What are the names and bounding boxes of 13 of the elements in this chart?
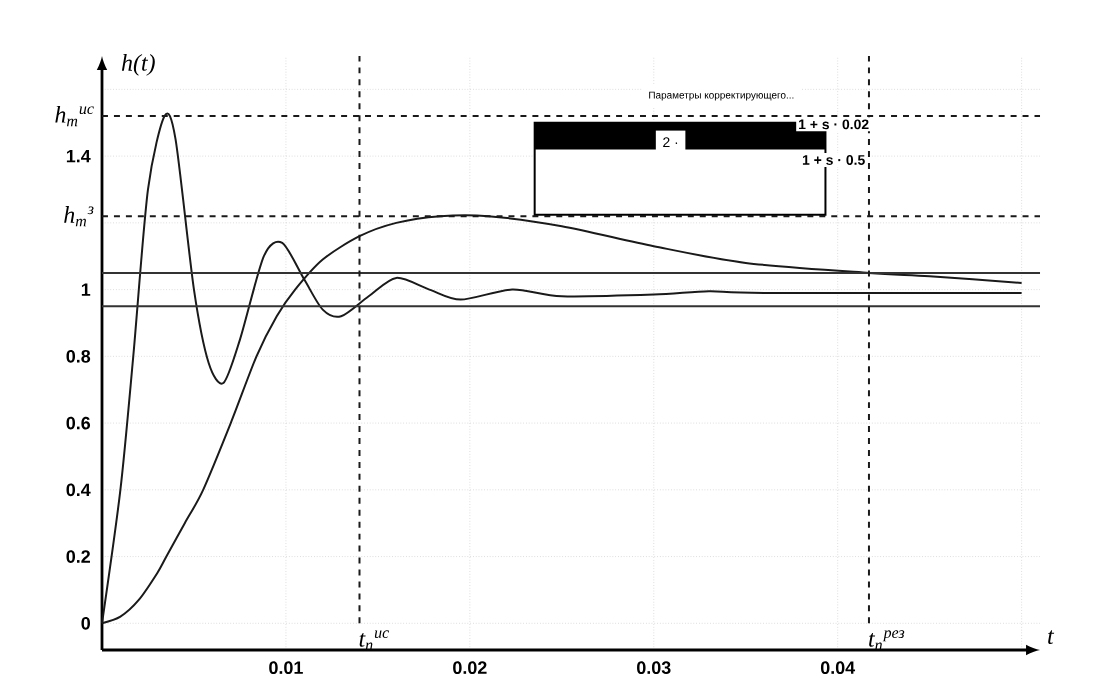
x-axis-title: t (1048, 630, 1055, 645)
y-tick-label: 1.4 (66, 149, 91, 163)
y-tick-label: 0.6 (66, 416, 91, 430)
y-tick-label: 0.2 (66, 550, 90, 563)
y-axis-title: h(t) (121, 54, 155, 76)
y-tick-label: 0.4 (66, 483, 91, 497)
y-tick-label: 1 (81, 283, 91, 296)
x-tick-label: 0.03 (637, 661, 671, 674)
x-tick-label: 0.02 (453, 661, 487, 674)
x-tick-label: 0.01 (269, 661, 303, 674)
y-tick-label: 0 (81, 616, 90, 630)
x-tick-label: 0.04 (820, 661, 856, 674)
y-tick-label: 0.8 (66, 349, 91, 363)
